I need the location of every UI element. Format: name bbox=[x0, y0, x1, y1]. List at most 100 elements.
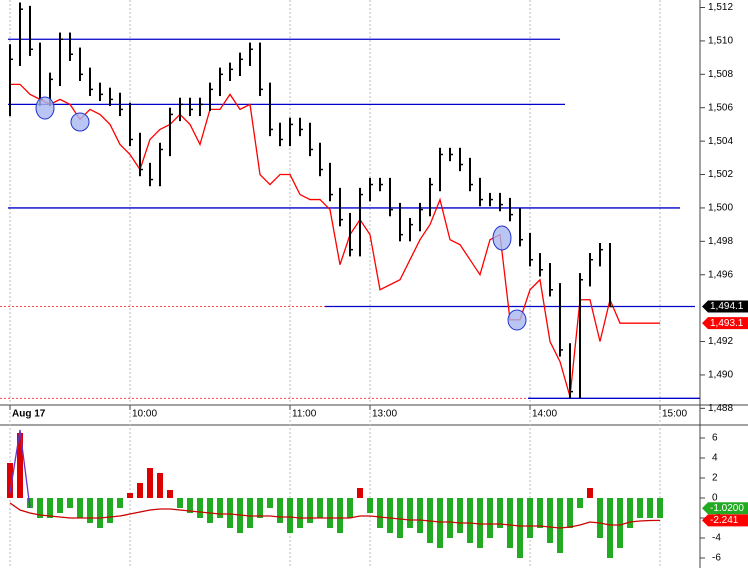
histogram-bar bbox=[227, 498, 233, 528]
histogram-bar bbox=[567, 498, 573, 528]
line bbox=[10, 83, 660, 397]
histogram-bar bbox=[407, 498, 413, 528]
histogram-bar bbox=[297, 498, 303, 528]
x-tick-label: Aug 17 bbox=[12, 409, 46, 420]
histogram-bar bbox=[637, 498, 643, 518]
price-tag bbox=[702, 300, 748, 313]
y-tick-label: 1,508 bbox=[708, 69, 733, 80]
histogram-bar bbox=[197, 498, 203, 518]
x-tick-label: 11:00 bbox=[292, 409, 317, 420]
line bbox=[9, 429, 31, 509]
histogram-bar bbox=[37, 498, 43, 518]
y-tick-label: 0 bbox=[712, 493, 718, 504]
value-tag bbox=[702, 502, 748, 515]
circle-annotation bbox=[70, 112, 90, 132]
histogram-bar bbox=[157, 473, 163, 498]
histogram-bar bbox=[417, 498, 423, 533]
histogram-bar bbox=[527, 498, 533, 538]
histogram-bar bbox=[597, 498, 603, 538]
histogram-bar bbox=[447, 498, 453, 538]
histogram-bar bbox=[57, 498, 63, 513]
histogram-bar bbox=[67, 498, 73, 508]
histogram-bar bbox=[547, 498, 553, 543]
value-tag-label: -1.0200 bbox=[710, 503, 744, 514]
histogram-bar bbox=[147, 468, 153, 498]
y-tick-label: 1,504 bbox=[708, 136, 733, 147]
y-tick-label: 2 bbox=[712, 473, 718, 484]
histogram-bar bbox=[377, 498, 383, 528]
histogram-bar bbox=[477, 498, 483, 548]
line bbox=[9, 502, 661, 529]
y-tick-label: -6 bbox=[712, 553, 721, 564]
histogram-bar bbox=[47, 498, 53, 518]
histogram-bar bbox=[267, 498, 273, 508]
histogram-bar bbox=[257, 498, 263, 518]
histogram-bar bbox=[327, 498, 333, 528]
histogram-bar bbox=[517, 498, 523, 558]
y-tick-label: 4 bbox=[712, 453, 718, 464]
value-tag-label: -2.241 bbox=[710, 515, 739, 526]
histogram-bar bbox=[577, 498, 583, 508]
histogram-bar bbox=[317, 498, 323, 518]
x-tick-label: 14:00 bbox=[532, 409, 557, 420]
x-tick-label: 15:00 bbox=[662, 409, 687, 420]
histogram-bar bbox=[117, 498, 123, 508]
histogram-bar bbox=[87, 498, 93, 523]
y-tick-label: 1,512 bbox=[708, 2, 733, 13]
histogram-bar bbox=[487, 498, 493, 538]
histogram-bar bbox=[467, 498, 473, 543]
price-tag-label: 1,493.1 bbox=[710, 318, 744, 329]
y-tick-label: 1,496 bbox=[708, 269, 733, 280]
value-tag bbox=[702, 514, 748, 527]
histogram-bar bbox=[357, 488, 363, 498]
y-tick-label: 1,510 bbox=[708, 36, 733, 47]
histogram-bar bbox=[337, 498, 343, 533]
histogram-bar bbox=[437, 498, 443, 548]
annotations bbox=[35, 96, 527, 331]
histogram-bar bbox=[177, 498, 183, 508]
histogram-bar bbox=[217, 498, 223, 518]
histogram-bar bbox=[77, 498, 83, 518]
histogram-bar bbox=[167, 490, 173, 498]
histogram-bar bbox=[587, 488, 593, 498]
histogram-bar bbox=[647, 498, 653, 518]
histogram-bar bbox=[657, 498, 663, 518]
x-tick-label: 10:00 bbox=[132, 409, 157, 420]
circle-annotation bbox=[492, 225, 512, 251]
y-tick-label: 1,492 bbox=[708, 336, 733, 347]
histogram-bar bbox=[617, 498, 623, 548]
histogram-bar bbox=[367, 498, 373, 513]
histogram-bar bbox=[307, 498, 313, 523]
histogram-bar bbox=[127, 493, 133, 498]
circle-annotation bbox=[35, 96, 55, 120]
y-tick-label: 1,488 bbox=[708, 403, 733, 414]
histogram-bar bbox=[207, 498, 213, 523]
y-tick-label: 1,490 bbox=[708, 370, 733, 381]
histogram-bar bbox=[137, 483, 143, 498]
y-tick-label: 1,498 bbox=[708, 236, 733, 247]
histogram-bar bbox=[107, 498, 113, 523]
y-tick-label: 1,500 bbox=[708, 203, 733, 214]
histogram-bar bbox=[607, 498, 613, 558]
histogram-bar bbox=[397, 498, 403, 538]
price-tag-label: 1,494.1 bbox=[710, 301, 744, 312]
histogram-bar bbox=[537, 498, 543, 528]
histogram-bar bbox=[347, 498, 353, 518]
histogram-bar bbox=[287, 498, 293, 533]
histogram-bar bbox=[247, 498, 253, 528]
circle-annotation bbox=[507, 309, 527, 331]
histogram-bar bbox=[97, 498, 103, 528]
y-tick-label: 1,506 bbox=[708, 102, 733, 113]
y-tick-label: 6 bbox=[712, 433, 718, 444]
histogram-bar bbox=[7, 463, 13, 498]
price-tag bbox=[702, 317, 748, 330]
histogram-bar bbox=[17, 433, 23, 498]
histogram-bar bbox=[457, 498, 463, 533]
y-tick-label: 1,502 bbox=[708, 169, 733, 180]
histogram-bar bbox=[557, 498, 563, 553]
y-tick-label: -4 bbox=[712, 533, 721, 544]
histogram-bar bbox=[187, 498, 193, 513]
